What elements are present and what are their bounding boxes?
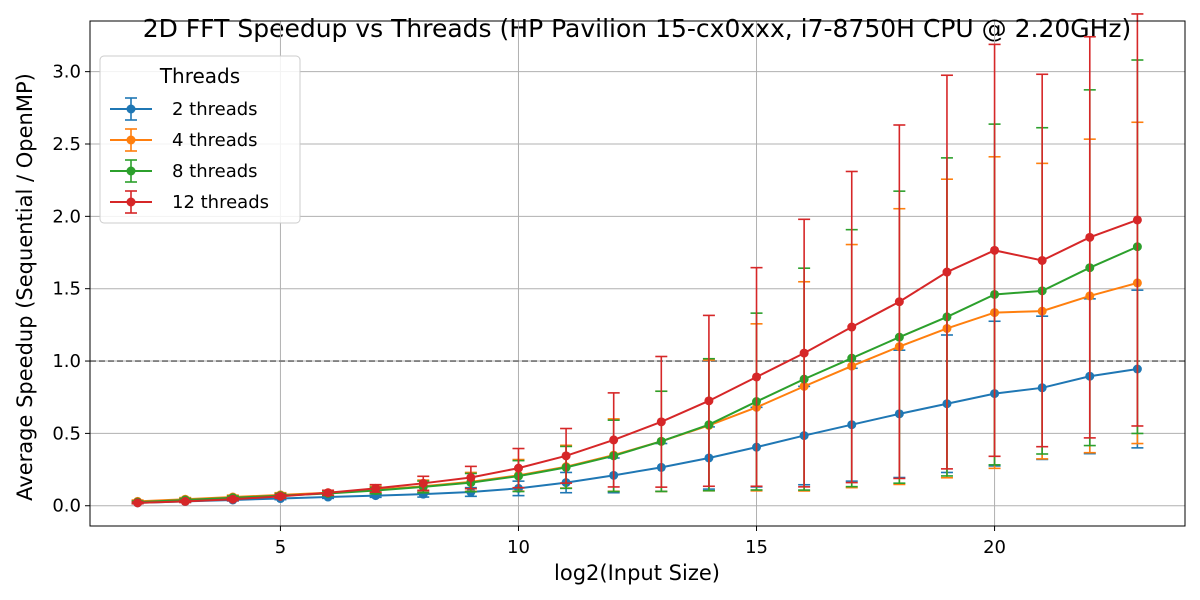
data-point (513, 463, 523, 473)
series-line (137, 245, 1138, 504)
y-tick-label: 0.5 (52, 423, 81, 444)
series-line (137, 281, 1138, 503)
y-axis-label: Average Speedup (Sequential / OpenMP) (13, 73, 37, 501)
data-point (609, 435, 619, 445)
data-point (1132, 215, 1142, 225)
data-point (990, 245, 1000, 255)
legend-label: 2 threads (172, 99, 258, 120)
legend-entries: 2 threads 4 threads 8 threads 12 threads (110, 97, 269, 214)
legend-label: 8 threads (172, 161, 258, 182)
series-line (137, 368, 1138, 504)
series-4 (131, 13, 1144, 508)
x-tick-label: 10 (507, 537, 530, 558)
legend-entry: 4 threads (110, 128, 258, 152)
x-axis-label: log2(Input Size) (554, 561, 720, 585)
data-point (1085, 232, 1095, 242)
data-point (371, 483, 381, 493)
legend-entry: 12 threads (110, 190, 269, 214)
tick-layer: 5 10 15 20 0.0 0.5 1.0 1.5 2.0 2.5 3.0 (52, 62, 1006, 558)
y-tick-label: 1.0 (52, 351, 81, 372)
data-point (466, 473, 476, 483)
y-tick-label: 2.5 (52, 134, 81, 155)
legend-label: 4 threads (172, 130, 258, 151)
legend-box (99, 55, 301, 224)
data-point (228, 494, 238, 504)
chart-title: 2D FFT Speedup vs Threads (HP Pavilion 1… (143, 14, 1132, 43)
series-layer (131, 13, 1144, 508)
legend-marker (126, 166, 136, 176)
y-tick-label: 1.5 (52, 279, 81, 300)
data-point (133, 498, 143, 508)
x-tick-label: 15 (745, 537, 768, 558)
legend-marker (126, 197, 136, 207)
y-tick-label: 0.0 (52, 496, 81, 517)
data-point (656, 417, 666, 427)
data-point (418, 478, 428, 488)
y-tick-label: 2.0 (52, 206, 81, 227)
plot-frame (89, 20, 1186, 527)
legend: Threads 2 threads 4 threads 8 threads 12 th… (99, 55, 301, 224)
series-line (137, 219, 1138, 504)
legend-entry: 2 threads (110, 97, 258, 121)
data-point (704, 396, 714, 406)
data-point (1037, 255, 1047, 265)
series-1 (131, 289, 1144, 508)
legend-entry: 8 threads (110, 159, 258, 183)
legend-marker (126, 104, 136, 114)
data-point (180, 496, 190, 506)
data-point (894, 297, 904, 307)
data-point (752, 372, 762, 382)
y-tick-label: 3.0 (52, 62, 81, 83)
x-tick-label: 20 (983, 537, 1006, 558)
data-point (799, 348, 809, 358)
data-point (561, 451, 571, 461)
data-point (323, 488, 333, 498)
legend-label: 12 threads (172, 192, 269, 213)
legend-title: Threads (159, 64, 240, 88)
data-point (275, 491, 285, 501)
data-point (942, 267, 952, 277)
data-point (847, 322, 857, 332)
legend-marker (126, 135, 136, 145)
x-tick-label: 5 (275, 537, 286, 558)
